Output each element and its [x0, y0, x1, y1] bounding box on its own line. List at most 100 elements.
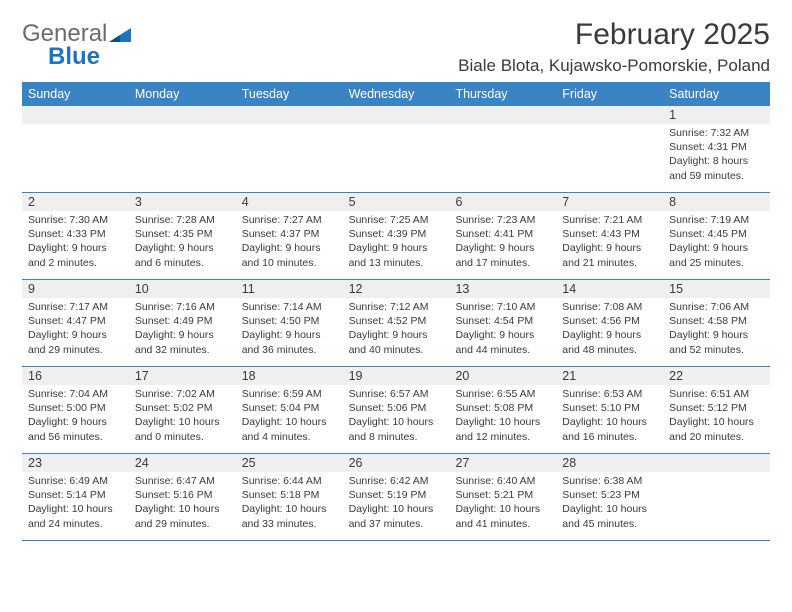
daylight-text: Daylight: 9 hours and 40 minutes. [349, 328, 444, 356]
day-number [449, 106, 556, 124]
day-details: Sunrise: 6:57 AMSunset: 5:06 PMDaylight:… [343, 385, 450, 450]
day-details: Sunrise: 6:47 AMSunset: 5:16 PMDaylight:… [129, 472, 236, 537]
sunset-text: Sunset: 5:19 PM [349, 488, 444, 502]
day-number: 21 [556, 367, 663, 385]
logo-line2: Blue [48, 45, 131, 69]
sunset-text: Sunset: 4:35 PM [135, 227, 230, 241]
sunset-text: Sunset: 4:58 PM [669, 314, 764, 328]
day-cell: 10Sunrise: 7:16 AMSunset: 4:49 PMDayligh… [129, 280, 236, 366]
day-details: Sunrise: 7:19 AMSunset: 4:45 PMDaylight:… [663, 211, 770, 276]
day-number [22, 106, 129, 124]
month-title: February 2025 [458, 18, 770, 52]
day-details [556, 124, 663, 184]
daylight-text: Daylight: 9 hours and 10 minutes. [242, 241, 337, 269]
weekday-fri: Friday [556, 82, 663, 106]
sunset-text: Sunset: 4:50 PM [242, 314, 337, 328]
sunrise-text: Sunrise: 6:55 AM [455, 387, 550, 401]
day-cell: 13Sunrise: 7:10 AMSunset: 4:54 PMDayligh… [449, 280, 556, 366]
day-number: 22 [663, 367, 770, 385]
day-cell: 23Sunrise: 6:49 AMSunset: 5:14 PMDayligh… [22, 454, 129, 540]
sunrise-text: Sunrise: 7:12 AM [349, 300, 444, 314]
day-number: 2 [22, 193, 129, 211]
day-number [129, 106, 236, 124]
sunset-text: Sunset: 4:39 PM [349, 227, 444, 241]
sunset-text: Sunset: 5:10 PM [562, 401, 657, 415]
day-number: 26 [343, 454, 450, 472]
day-number: 1 [663, 106, 770, 124]
sunset-text: Sunset: 5:21 PM [455, 488, 550, 502]
weekday-sun: Sunday [22, 82, 129, 106]
sunrise-text: Sunrise: 7:28 AM [135, 213, 230, 227]
day-cell: 17Sunrise: 7:02 AMSunset: 5:02 PMDayligh… [129, 367, 236, 453]
daylight-text: Daylight: 10 hours and 37 minutes. [349, 502, 444, 530]
day-details: Sunrise: 7:14 AMSunset: 4:50 PMDaylight:… [236, 298, 343, 363]
day-cell: 11Sunrise: 7:14 AMSunset: 4:50 PMDayligh… [236, 280, 343, 366]
day-number [556, 106, 663, 124]
weekday-tue: Tuesday [236, 82, 343, 106]
day-cell: 3Sunrise: 7:28 AMSunset: 4:35 PMDaylight… [129, 193, 236, 279]
day-number: 18 [236, 367, 343, 385]
day-cell: 22Sunrise: 6:51 AMSunset: 5:12 PMDayligh… [663, 367, 770, 453]
sunrise-text: Sunrise: 6:38 AM [562, 474, 657, 488]
day-details: Sunrise: 7:17 AMSunset: 4:47 PMDaylight:… [22, 298, 129, 363]
day-number: 20 [449, 367, 556, 385]
day-details [129, 124, 236, 184]
day-details [236, 124, 343, 184]
sunrise-text: Sunrise: 6:51 AM [669, 387, 764, 401]
sunrise-text: Sunrise: 7:32 AM [669, 126, 764, 140]
sunset-text: Sunset: 4:54 PM [455, 314, 550, 328]
day-number: 19 [343, 367, 450, 385]
day-number: 15 [663, 280, 770, 298]
weekday-wed: Wednesday [343, 82, 450, 106]
day-details: Sunrise: 6:53 AMSunset: 5:10 PMDaylight:… [556, 385, 663, 450]
day-cell: 18Sunrise: 6:59 AMSunset: 5:04 PMDayligh… [236, 367, 343, 453]
sunset-text: Sunset: 5:02 PM [135, 401, 230, 415]
day-cell [129, 106, 236, 192]
day-cell: 9Sunrise: 7:17 AMSunset: 4:47 PMDaylight… [22, 280, 129, 366]
day-cell: 20Sunrise: 6:55 AMSunset: 5:08 PMDayligh… [449, 367, 556, 453]
daylight-text: Daylight: 9 hours and 6 minutes. [135, 241, 230, 269]
daylight-text: Daylight: 9 hours and 13 minutes. [349, 241, 444, 269]
day-details: Sunrise: 7:02 AMSunset: 5:02 PMDaylight:… [129, 385, 236, 450]
day-cell: 1Sunrise: 7:32 AMSunset: 4:31 PMDaylight… [663, 106, 770, 192]
day-cell: 21Sunrise: 6:53 AMSunset: 5:10 PMDayligh… [556, 367, 663, 453]
weeks-container: 1Sunrise: 7:32 AMSunset: 4:31 PMDaylight… [22, 106, 770, 541]
day-cell: 8Sunrise: 7:19 AMSunset: 4:45 PMDaylight… [663, 193, 770, 279]
day-cell: 15Sunrise: 7:06 AMSunset: 4:58 PMDayligh… [663, 280, 770, 366]
day-details: Sunrise: 7:23 AMSunset: 4:41 PMDaylight:… [449, 211, 556, 276]
day-details [22, 124, 129, 184]
day-cell: 4Sunrise: 7:27 AMSunset: 4:37 PMDaylight… [236, 193, 343, 279]
weekday-sat: Saturday [663, 82, 770, 106]
daylight-text: Daylight: 10 hours and 8 minutes. [349, 415, 444, 443]
sunset-text: Sunset: 4:43 PM [562, 227, 657, 241]
sunset-text: Sunset: 5:08 PM [455, 401, 550, 415]
day-number [663, 454, 770, 472]
location: Biale Blota, Kujawsko-Pomorskie, Poland [458, 56, 770, 76]
day-number [236, 106, 343, 124]
day-details: Sunrise: 6:51 AMSunset: 5:12 PMDaylight:… [663, 385, 770, 450]
sunrise-text: Sunrise: 7:08 AM [562, 300, 657, 314]
day-cell: 19Sunrise: 6:57 AMSunset: 5:06 PMDayligh… [343, 367, 450, 453]
calendar: Sunday Monday Tuesday Wednesday Thursday… [22, 82, 770, 541]
sunrise-text: Sunrise: 7:19 AM [669, 213, 764, 227]
week-row: 16Sunrise: 7:04 AMSunset: 5:00 PMDayligh… [22, 367, 770, 454]
day-details: Sunrise: 7:10 AMSunset: 4:54 PMDaylight:… [449, 298, 556, 363]
day-cell: 25Sunrise: 6:44 AMSunset: 5:18 PMDayligh… [236, 454, 343, 540]
daylight-text: Daylight: 9 hours and 21 minutes. [562, 241, 657, 269]
sunset-text: Sunset: 5:23 PM [562, 488, 657, 502]
daylight-text: Daylight: 9 hours and 2 minutes. [28, 241, 123, 269]
day-number: 25 [236, 454, 343, 472]
day-details: Sunrise: 7:12 AMSunset: 4:52 PMDaylight:… [343, 298, 450, 363]
daylight-text: Daylight: 10 hours and 24 minutes. [28, 502, 123, 530]
day-details: Sunrise: 7:16 AMSunset: 4:49 PMDaylight:… [129, 298, 236, 363]
day-cell [449, 106, 556, 192]
week-row: 9Sunrise: 7:17 AMSunset: 4:47 PMDaylight… [22, 280, 770, 367]
sunset-text: Sunset: 5:06 PM [349, 401, 444, 415]
sunrise-text: Sunrise: 6:53 AM [562, 387, 657, 401]
day-details: Sunrise: 6:40 AMSunset: 5:21 PMDaylight:… [449, 472, 556, 537]
sunrise-text: Sunrise: 6:47 AM [135, 474, 230, 488]
daylight-text: Daylight: 10 hours and 16 minutes. [562, 415, 657, 443]
day-number: 14 [556, 280, 663, 298]
week-row: 23Sunrise: 6:49 AMSunset: 5:14 PMDayligh… [22, 454, 770, 541]
sunset-text: Sunset: 4:56 PM [562, 314, 657, 328]
